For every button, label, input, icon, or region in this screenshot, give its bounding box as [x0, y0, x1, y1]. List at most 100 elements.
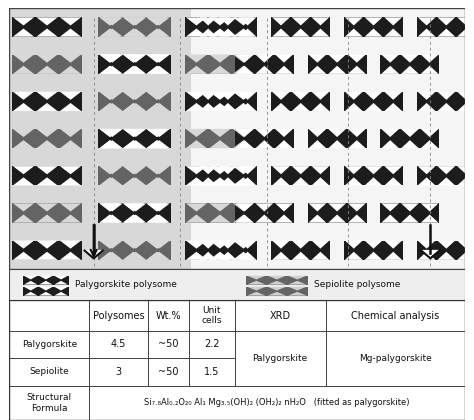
Polygon shape	[36, 140, 58, 148]
Polygon shape	[123, 203, 144, 211]
Polygon shape	[255, 140, 273, 148]
Polygon shape	[24, 292, 37, 296]
Polygon shape	[210, 140, 230, 148]
Polygon shape	[381, 66, 399, 74]
Polygon shape	[311, 103, 329, 111]
Polygon shape	[123, 203, 144, 211]
Polygon shape	[365, 92, 383, 100]
Polygon shape	[239, 252, 256, 260]
Bar	[100, 241, 171, 260]
Polygon shape	[438, 103, 455, 111]
Polygon shape	[186, 66, 207, 74]
Polygon shape	[457, 92, 474, 100]
Polygon shape	[309, 55, 326, 63]
Polygon shape	[100, 215, 120, 223]
Polygon shape	[13, 17, 34, 26]
Polygon shape	[421, 129, 438, 137]
Polygon shape	[438, 29, 455, 37]
Polygon shape	[210, 177, 230, 186]
Polygon shape	[186, 203, 207, 211]
Polygon shape	[36, 66, 58, 74]
Bar	[344, 241, 403, 260]
Text: Palygorskite: Palygorskite	[253, 354, 308, 363]
Polygon shape	[123, 29, 144, 37]
Polygon shape	[125, 215, 146, 223]
Polygon shape	[272, 241, 290, 249]
Bar	[98, 55, 169, 74]
Polygon shape	[101, 177, 123, 186]
Polygon shape	[247, 276, 265, 279]
Bar	[271, 92, 330, 111]
Polygon shape	[101, 66, 123, 74]
Polygon shape	[210, 203, 230, 211]
Polygon shape	[384, 29, 402, 37]
Polygon shape	[275, 215, 293, 223]
Polygon shape	[275, 129, 293, 137]
Polygon shape	[381, 55, 399, 63]
Bar	[198, 166, 257, 186]
Polygon shape	[125, 129, 146, 137]
Polygon shape	[210, 129, 230, 137]
Polygon shape	[146, 129, 168, 137]
Polygon shape	[233, 166, 254, 174]
Polygon shape	[219, 252, 237, 260]
Polygon shape	[100, 177, 120, 186]
Polygon shape	[247, 292, 265, 296]
Bar	[308, 203, 367, 223]
Polygon shape	[146, 17, 168, 26]
Polygon shape	[210, 29, 230, 37]
Bar	[89, 300, 148, 331]
Polygon shape	[401, 55, 419, 63]
Polygon shape	[292, 252, 310, 260]
Polygon shape	[272, 177, 290, 186]
Polygon shape	[123, 166, 144, 174]
Bar	[198, 92, 257, 111]
Polygon shape	[125, 29, 146, 37]
Polygon shape	[186, 252, 207, 260]
Bar	[12, 17, 82, 37]
Bar	[308, 129, 367, 148]
Polygon shape	[239, 177, 256, 186]
Bar	[185, 203, 255, 223]
Polygon shape	[328, 66, 346, 74]
Polygon shape	[125, 252, 146, 260]
Polygon shape	[275, 140, 293, 148]
Polygon shape	[199, 29, 217, 37]
Polygon shape	[236, 129, 254, 137]
Bar	[185, 241, 255, 260]
Polygon shape	[401, 66, 419, 74]
Polygon shape	[365, 166, 383, 174]
Polygon shape	[149, 252, 170, 260]
Bar	[12, 129, 82, 148]
Polygon shape	[422, 251, 438, 256]
Polygon shape	[233, 241, 254, 249]
Polygon shape	[292, 241, 310, 249]
Polygon shape	[255, 215, 273, 223]
Bar	[9, 358, 89, 386]
Polygon shape	[123, 17, 144, 26]
Polygon shape	[54, 276, 68, 279]
Polygon shape	[311, 252, 329, 260]
Text: Palygorskite: Palygorskite	[22, 340, 77, 349]
Polygon shape	[146, 215, 168, 223]
Polygon shape	[13, 55, 34, 63]
Polygon shape	[365, 103, 383, 111]
Bar	[100, 166, 171, 186]
Bar	[246, 287, 308, 296]
Text: 1.5: 1.5	[204, 367, 219, 377]
Polygon shape	[13, 252, 34, 260]
Polygon shape	[255, 129, 273, 137]
Polygon shape	[13, 29, 34, 37]
Polygon shape	[292, 103, 310, 111]
Bar	[308, 55, 367, 74]
Bar	[98, 92, 169, 111]
Polygon shape	[288, 281, 307, 285]
Polygon shape	[210, 166, 230, 174]
Polygon shape	[345, 92, 363, 100]
Text: Palygorskite polysome: Palygorskite polysome	[75, 280, 177, 289]
Polygon shape	[60, 92, 81, 100]
Polygon shape	[438, 92, 455, 100]
Polygon shape	[100, 17, 120, 26]
Polygon shape	[101, 29, 123, 37]
Polygon shape	[101, 215, 123, 223]
